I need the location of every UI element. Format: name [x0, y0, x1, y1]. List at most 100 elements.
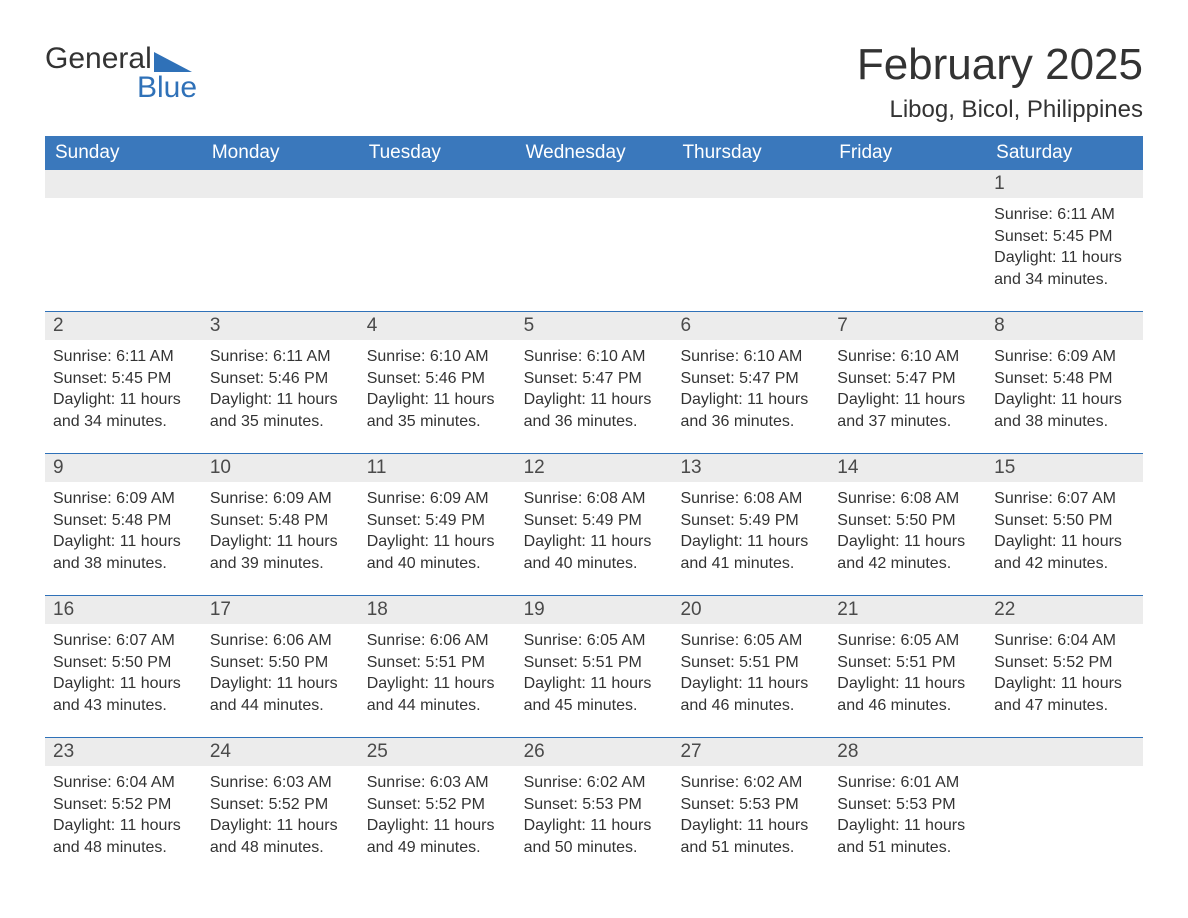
day-detail: Sunrise: 6:04 AMSunset: 5:52 PMDaylight:…	[986, 624, 1143, 719]
day-detail: Sunrise: 6:09 AMSunset: 5:48 PMDaylight:…	[202, 482, 359, 577]
day-number-row: 9101112131415	[45, 454, 1143, 482]
daylight-text: Daylight: 11 hours	[994, 531, 1135, 553]
day-number: 17	[202, 596, 359, 624]
day-number-row: 2345678	[45, 312, 1143, 340]
daylight-text: and 35 minutes.	[367, 411, 508, 433]
sunrise-text: Sunrise: 6:01 AM	[837, 772, 978, 794]
day-detail-row: Sunrise: 6:11 AMSunset: 5:45 PMDaylight:…	[45, 198, 1143, 293]
day-detail: Sunrise: 6:09 AMSunset: 5:48 PMDaylight:…	[45, 482, 202, 577]
daylight-text: Daylight: 11 hours	[210, 389, 351, 411]
sunrise-text: Sunrise: 6:10 AM	[680, 346, 821, 368]
day-number: 25	[359, 738, 516, 766]
sunset-text: Sunset: 5:48 PM	[210, 510, 351, 532]
day-number: 16	[45, 596, 202, 624]
sunset-text: Sunset: 5:53 PM	[680, 794, 821, 816]
day-number: 24	[202, 738, 359, 766]
sunrise-text: Sunrise: 6:05 AM	[837, 630, 978, 652]
day-number: 13	[672, 454, 829, 482]
sunset-text: Sunset: 5:49 PM	[524, 510, 665, 532]
day-number: 3	[202, 312, 359, 340]
daylight-text: Daylight: 11 hours	[367, 389, 508, 411]
sunrise-text: Sunrise: 6:02 AM	[680, 772, 821, 794]
weekday-label: Friday	[829, 136, 986, 170]
day-detail-row: Sunrise: 6:04 AMSunset: 5:52 PMDaylight:…	[45, 766, 1143, 861]
day-detail: Sunrise: 6:11 AMSunset: 5:46 PMDaylight:…	[202, 340, 359, 435]
day-number: 23	[45, 738, 202, 766]
sunset-text: Sunset: 5:47 PM	[680, 368, 821, 390]
day-detail: Sunrise: 6:10 AMSunset: 5:46 PMDaylight:…	[359, 340, 516, 435]
day-detail: Sunrise: 6:02 AMSunset: 5:53 PMDaylight:…	[672, 766, 829, 861]
day-number: 5	[516, 312, 673, 340]
sunset-text: Sunset: 5:52 PM	[367, 794, 508, 816]
sunset-text: Sunset: 5:52 PM	[53, 794, 194, 816]
daylight-text: Daylight: 11 hours	[680, 531, 821, 553]
daylight-text: Daylight: 11 hours	[210, 815, 351, 837]
day-detail-row: Sunrise: 6:09 AMSunset: 5:48 PMDaylight:…	[45, 482, 1143, 577]
day-detail	[672, 198, 829, 293]
daylight-text: Daylight: 11 hours	[524, 531, 665, 553]
weekday-label: Wednesday	[516, 136, 673, 170]
sunrise-text: Sunrise: 6:07 AM	[994, 488, 1135, 510]
day-detail: Sunrise: 6:06 AMSunset: 5:51 PMDaylight:…	[359, 624, 516, 719]
day-detail: Sunrise: 6:05 AMSunset: 5:51 PMDaylight:…	[516, 624, 673, 719]
daylight-text: and 38 minutes.	[53, 553, 194, 575]
daylight-text: and 44 minutes.	[367, 695, 508, 717]
sunrise-text: Sunrise: 6:05 AM	[680, 630, 821, 652]
sunset-text: Sunset: 5:53 PM	[837, 794, 978, 816]
sunrise-text: Sunrise: 6:11 AM	[994, 204, 1135, 226]
day-number: 4	[359, 312, 516, 340]
day-number: 10	[202, 454, 359, 482]
daylight-text: Daylight: 11 hours	[994, 247, 1135, 269]
sunrise-text: Sunrise: 6:07 AM	[53, 630, 194, 652]
daylight-text: and 41 minutes.	[680, 553, 821, 575]
daylight-text: and 51 minutes.	[680, 837, 821, 859]
daylight-text: and 42 minutes.	[994, 553, 1135, 575]
sunset-text: Sunset: 5:45 PM	[53, 368, 194, 390]
sunrise-text: Sunrise: 6:04 AM	[994, 630, 1135, 652]
weekday-label: Tuesday	[359, 136, 516, 170]
day-detail: Sunrise: 6:03 AMSunset: 5:52 PMDaylight:…	[202, 766, 359, 861]
day-number: 9	[45, 454, 202, 482]
day-detail: Sunrise: 6:02 AMSunset: 5:53 PMDaylight:…	[516, 766, 673, 861]
daylight-text: and 39 minutes.	[210, 553, 351, 575]
sunset-text: Sunset: 5:52 PM	[210, 794, 351, 816]
day-number: 11	[359, 454, 516, 482]
day-detail	[359, 198, 516, 293]
day-detail: Sunrise: 6:11 AMSunset: 5:45 PMDaylight:…	[986, 198, 1143, 293]
sunset-text: Sunset: 5:50 PM	[837, 510, 978, 532]
sunset-text: Sunset: 5:46 PM	[367, 368, 508, 390]
day-number: 19	[516, 596, 673, 624]
day-number: 14	[829, 454, 986, 482]
daylight-text: Daylight: 11 hours	[53, 531, 194, 553]
day-detail: Sunrise: 6:06 AMSunset: 5:50 PMDaylight:…	[202, 624, 359, 719]
weekday-label: Monday	[202, 136, 359, 170]
sunrise-text: Sunrise: 6:08 AM	[837, 488, 978, 510]
daylight-text: Daylight: 11 hours	[524, 389, 665, 411]
day-detail: Sunrise: 6:09 AMSunset: 5:49 PMDaylight:…	[359, 482, 516, 577]
daylight-text: and 48 minutes.	[210, 837, 351, 859]
day-detail-row: Sunrise: 6:07 AMSunset: 5:50 PMDaylight:…	[45, 624, 1143, 719]
daylight-text: Daylight: 11 hours	[837, 815, 978, 837]
day-number	[202, 170, 359, 198]
sail-icon	[154, 52, 192, 72]
sunset-text: Sunset: 5:50 PM	[994, 510, 1135, 532]
day-number-row: 1	[45, 170, 1143, 198]
sunrise-text: Sunrise: 6:03 AM	[210, 772, 351, 794]
day-number	[516, 170, 673, 198]
day-number	[45, 170, 202, 198]
daylight-text: Daylight: 11 hours	[524, 673, 665, 695]
day-number: 7	[829, 312, 986, 340]
sunrise-text: Sunrise: 6:05 AM	[524, 630, 665, 652]
weekday-label: Saturday	[986, 136, 1143, 170]
sunset-text: Sunset: 5:51 PM	[837, 652, 978, 674]
day-detail: Sunrise: 6:01 AMSunset: 5:53 PMDaylight:…	[829, 766, 986, 861]
daylight-text: Daylight: 11 hours	[524, 815, 665, 837]
sunrise-text: Sunrise: 6:11 AM	[210, 346, 351, 368]
daylight-text: Daylight: 11 hours	[53, 389, 194, 411]
day-detail: Sunrise: 6:03 AMSunset: 5:52 PMDaylight:…	[359, 766, 516, 861]
sunrise-text: Sunrise: 6:04 AM	[53, 772, 194, 794]
daylight-text: Daylight: 11 hours	[680, 389, 821, 411]
sunset-text: Sunset: 5:45 PM	[994, 226, 1135, 248]
day-number: 18	[359, 596, 516, 624]
sunrise-text: Sunrise: 6:08 AM	[524, 488, 665, 510]
